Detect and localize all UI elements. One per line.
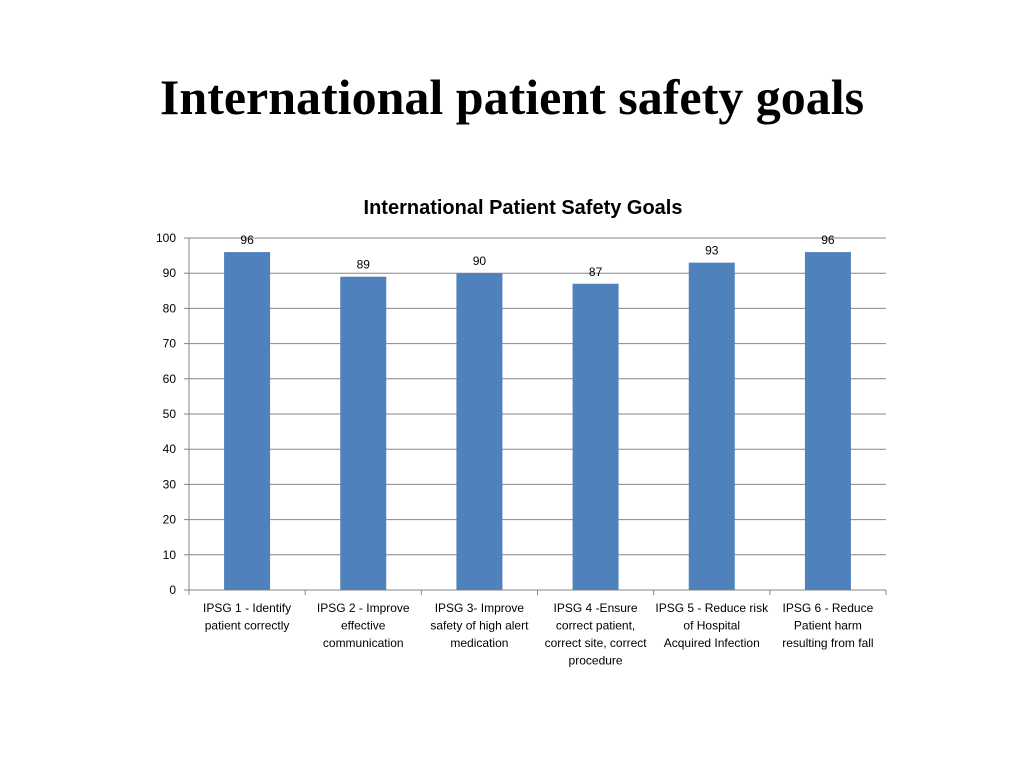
y-tick-label: 80 xyxy=(163,301,177,315)
y-tick-label: 20 xyxy=(163,513,177,527)
y-tick-label: 100 xyxy=(156,231,176,245)
data-label: 96 xyxy=(240,233,254,247)
x-category-label: Acquired Infection xyxy=(664,636,760,650)
x-category-label: IPSG 6 - Reduce xyxy=(783,601,874,615)
chart-title: International Patient Safety Goals xyxy=(364,197,683,219)
x-category-label: procedure xyxy=(569,654,623,668)
bar xyxy=(572,283,619,590)
x-category-label: patient correctly xyxy=(205,619,290,633)
bar xyxy=(224,252,271,590)
data-label: 96 xyxy=(821,233,835,247)
y-tick-label: 90 xyxy=(163,266,177,280)
x-category-label: safety of high alert xyxy=(430,619,529,633)
slide-title: International patient safety goals xyxy=(159,69,865,125)
x-category-label: IPSG 5 - Reduce risk xyxy=(655,601,769,615)
y-tick-label: 60 xyxy=(163,372,177,386)
x-category-label: IPSG 2 - Improve xyxy=(317,601,410,615)
bar xyxy=(340,276,387,590)
y-tick-label: 0 xyxy=(169,583,176,597)
x-category-label: Patient harm xyxy=(794,619,862,633)
x-category-label: correct patient, xyxy=(556,619,635,633)
bar xyxy=(804,252,851,590)
x-category-label: communication xyxy=(323,636,404,650)
x-category-label: IPSG 1 - Identify xyxy=(203,601,291,615)
data-label: 89 xyxy=(357,258,371,272)
y-tick-label: 50 xyxy=(163,407,177,421)
y-tick-label: 70 xyxy=(163,337,177,351)
data-label: 87 xyxy=(589,265,603,279)
data-label: 90 xyxy=(473,254,487,268)
y-tick-label: 10 xyxy=(163,548,177,562)
x-category-label: IPSG 4 -Ensure xyxy=(554,601,638,615)
x-category-label: of Hospital xyxy=(683,619,740,633)
data-label: 93 xyxy=(705,244,719,258)
x-category-label: resulting from fall xyxy=(782,636,873,650)
x-category-label: correct site, correct xyxy=(545,636,648,650)
x-category-label: IPSG 3- Improve xyxy=(435,601,525,615)
bar xyxy=(456,273,503,590)
y-tick-label: 40 xyxy=(163,442,177,456)
bar xyxy=(688,262,735,590)
x-category-label: effective xyxy=(341,619,386,633)
x-category-label: medication xyxy=(450,636,508,650)
y-tick-label: 30 xyxy=(163,477,177,491)
